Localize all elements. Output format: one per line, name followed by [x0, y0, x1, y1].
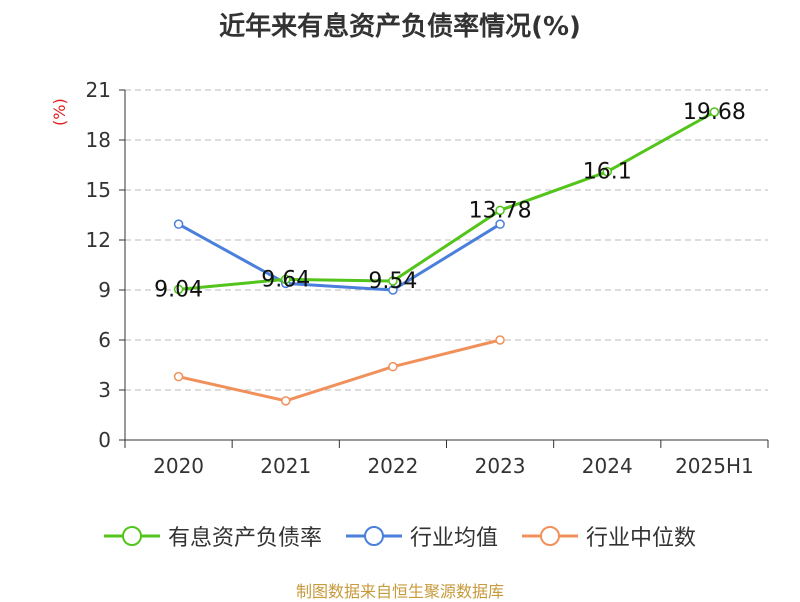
y-tick-label: 21	[86, 78, 111, 102]
data-point	[388, 285, 398, 295]
legend-swatch-orange	[522, 526, 578, 546]
data-label: 9.54	[368, 269, 417, 294]
chart-title: 近年来有息资产负债率情况(%)	[219, 12, 581, 42]
data-point	[602, 166, 612, 177]
data-label: 9.04	[154, 277, 203, 302]
y-tick-label: 3	[98, 378, 111, 402]
data-label: 9.64	[261, 267, 310, 292]
series-line	[178, 338, 501, 403]
grid-lines	[125, 89, 768, 391]
x-tick-label: 2022	[367, 454, 418, 478]
legend-label: 有息资产负债率	[167, 526, 322, 551]
data-point	[495, 219, 505, 229]
legend-label: 行业均值	[409, 526, 498, 551]
source-note: 制图数据来自恒生聚源数据库	[295, 582, 504, 601]
data-point	[709, 107, 720, 117]
data-point	[173, 371, 184, 382]
y-tick-label: 15	[86, 178, 111, 202]
x-tick-label: 2024	[582, 454, 633, 478]
data-point	[281, 396, 291, 406]
data-label: 13.78	[469, 198, 532, 223]
x-tick-label: 2025H1	[675, 454, 754, 478]
legend-label: 行业中位数	[586, 526, 697, 551]
data-point	[388, 361, 398, 372]
legend-swatch-green	[103, 526, 160, 546]
legend-item-industry-median[interactable]: 行业中位数	[522, 520, 696, 552]
y-tick-label: 12	[86, 228, 111, 252]
data-point	[173, 219, 184, 229]
data-label: 19.68	[683, 100, 746, 125]
x-tick-label: 2020	[153, 454, 204, 478]
legend-swatch-blue	[345, 526, 402, 546]
y-tick-label: 6	[98, 328, 111, 352]
y-tick-label: 18	[86, 128, 111, 152]
series-line	[178, 110, 716, 291]
data-point	[388, 276, 398, 286]
y-tick-label: 0	[98, 428, 111, 452]
data-point	[281, 274, 291, 285]
x-tick-label: 2023	[475, 454, 526, 478]
series-lines	[173, 107, 720, 406]
data-point	[495, 335, 505, 345]
x-tick-label: 2021	[260, 454, 311, 478]
legend-item-interest-debt-ratio[interactable]: 有息资产负债率	[103, 520, 322, 552]
data-label: 16.1	[583, 160, 632, 185]
data-point	[495, 205, 505, 216]
legend: 有息资产负债率 行业均值 行业中位数	[0, 520, 800, 552]
data-point	[173, 284, 184, 295]
axes: 0 3 6 9 12 15 18 21 2020 2021 2022 2023 2024 2025H1	[86, 78, 769, 478]
series-line	[177, 222, 501, 292]
legend-item-industry-mean[interactable]: 行业均值	[345, 520, 498, 552]
data-labels: 9.04 9.64 9.54 13.78 16.1 19.68	[154, 100, 746, 302]
y-tick-label: 9	[98, 278, 111, 302]
